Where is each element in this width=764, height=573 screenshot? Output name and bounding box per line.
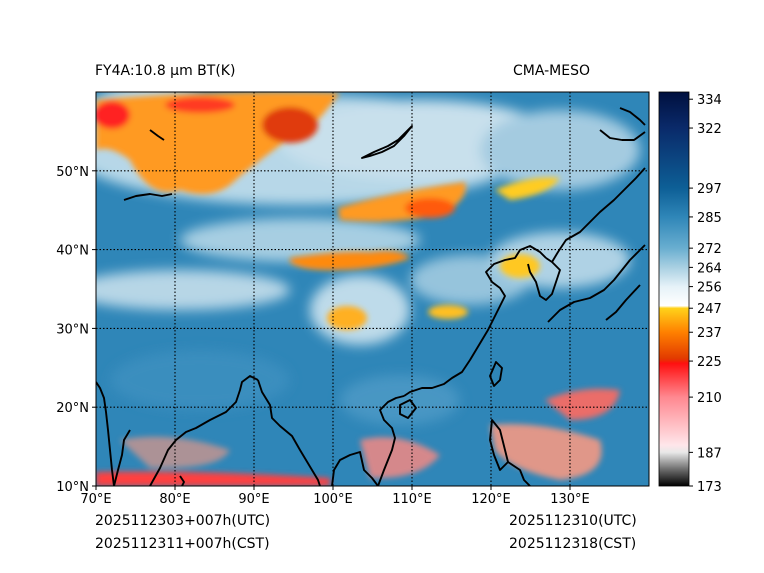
lat-tick-label: 30°N xyxy=(56,322,89,337)
coast-india-west xyxy=(113,429,131,486)
cloud-band-tibet xyxy=(96,270,290,310)
lon-tick-label: 70°E xyxy=(80,492,111,507)
lon-tick-label: 130°E xyxy=(550,492,590,507)
cold-core-ne xyxy=(262,107,318,143)
cold-top-sichuan xyxy=(327,306,367,330)
colorbar-tick-label: 334 xyxy=(697,93,722,108)
colorbar-tick-label: 173 xyxy=(697,480,722,495)
colorbar-tick-label: 256 xyxy=(697,281,722,296)
colorbar-tick-label: 247 xyxy=(697,302,722,317)
cloud-india xyxy=(110,350,290,410)
convection-sri-lanka xyxy=(120,436,230,469)
coast-china-east xyxy=(403,245,547,397)
coast-sri-lanka xyxy=(179,475,185,486)
cold-core-nw xyxy=(96,101,130,129)
convection-philippines xyxy=(490,424,602,480)
lon-axis: 70°E 80°E 90°E 100°E 110°E 120°E 130°E xyxy=(80,486,590,507)
colorbar-tick-label: 264 xyxy=(697,261,722,276)
coast-vietnam xyxy=(377,395,405,486)
coast-okhotsk-south xyxy=(599,129,646,141)
lat-tick-label: 40°N xyxy=(56,244,89,259)
coast-japan-south xyxy=(605,284,641,321)
lat-tick-label: 20°N xyxy=(56,401,89,416)
coast-lake-nw xyxy=(149,129,165,141)
init-time-utc: 2025112303+007h(UTC) xyxy=(95,513,271,529)
valid-time-cst: 2025112318(CST) xyxy=(509,536,637,552)
convection-philippine-sea xyxy=(545,388,620,420)
valid-time-utc: 2025112310(UTC) xyxy=(509,513,637,529)
cold-top-yangtze xyxy=(428,305,468,319)
cold-core-mongolia xyxy=(405,198,455,218)
product-title: FY4A:10.8 μm BT(K) xyxy=(95,63,236,79)
coast-siberia-east xyxy=(551,167,646,263)
map-frame xyxy=(95,91,650,487)
colorbar-tick-label: 285 xyxy=(697,211,722,226)
lon-tick-label: 110°E xyxy=(392,492,432,507)
coast-baikal xyxy=(361,125,413,159)
cold-top-manchuria xyxy=(495,177,560,200)
cloud-band-central xyxy=(180,218,420,262)
lat-tick-label: 50°N xyxy=(56,165,89,180)
colorbar-tick-label: 187 xyxy=(697,446,722,461)
coast-taiwan xyxy=(489,361,503,387)
colorbar-tick-label: 322 xyxy=(697,122,722,137)
colorbar-ticks: 334 322 297 285 272 264 256 247 237 225 210 187 173 xyxy=(689,93,722,495)
convection-south-bengal xyxy=(96,471,330,486)
cloud-scs xyxy=(340,375,460,425)
lon-tick-label: 100°E xyxy=(313,492,353,507)
lon-tick-label: 80°E xyxy=(159,492,190,507)
coast-myanmar xyxy=(257,379,321,486)
colorbar-tick-label: 272 xyxy=(697,242,722,257)
cold-cloud-tops xyxy=(96,92,620,486)
coast-balkhash xyxy=(123,193,173,201)
cold-top-north-china xyxy=(290,250,410,270)
colorbar-tick-label: 225 xyxy=(697,355,722,370)
coast-gulf-thailand xyxy=(331,451,379,486)
satellite-image xyxy=(96,92,649,486)
coast-korea xyxy=(527,257,561,301)
init-time-cst: 2025112311+007h(CST) xyxy=(95,536,270,552)
lon-tick-label: 90°E xyxy=(238,492,269,507)
colorbar: 334 322 297 285 272 264 256 247 237 225 210 187 173 xyxy=(658,91,722,495)
cold-core-n xyxy=(165,97,235,113)
coast-hainan xyxy=(399,399,417,419)
convection-indochina xyxy=(360,437,440,479)
coastlines xyxy=(96,107,646,486)
colorbar-tick-label: 237 xyxy=(697,326,722,341)
coast-okhotsk xyxy=(619,107,646,126)
lon-tick-label: 120°E xyxy=(471,492,511,507)
lat-axis: 10°N 20°N 30°N 40°N 50°N xyxy=(56,165,96,495)
cold-top-bohai xyxy=(500,254,540,278)
coast-japan xyxy=(547,244,646,323)
coast-mindanao xyxy=(507,461,531,486)
coast-arabian-sea xyxy=(96,381,115,486)
coast-india-east xyxy=(149,375,259,486)
graticule xyxy=(96,92,649,486)
colorbar-gradient xyxy=(659,92,689,486)
colorbar-frame xyxy=(658,91,690,487)
lat-tick-label: 10°N xyxy=(56,480,89,495)
colorbar-tick-label: 210 xyxy=(697,391,722,406)
source-label: CMA-MESO xyxy=(513,63,591,79)
colorbar-tick-label: 297 xyxy=(697,182,722,197)
